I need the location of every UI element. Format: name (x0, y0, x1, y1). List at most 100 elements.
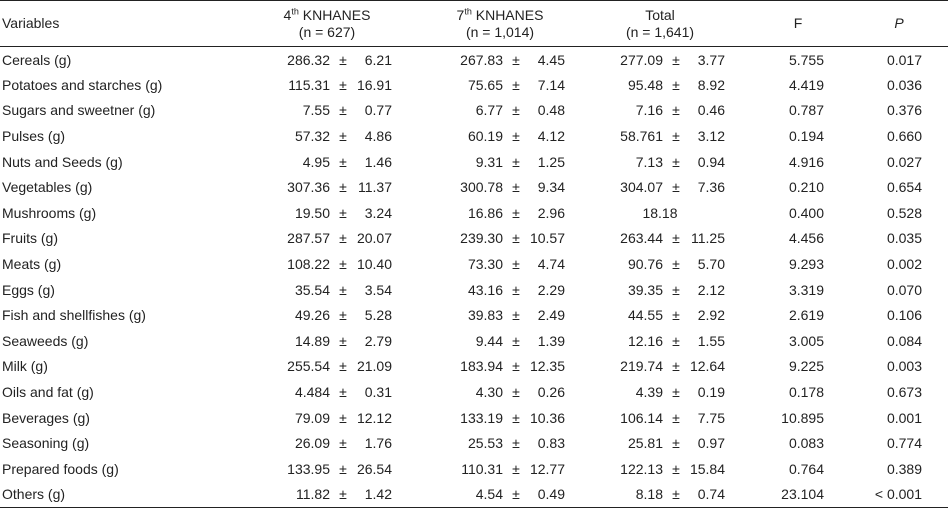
total-mean: 90.76 (627, 256, 663, 273)
variable-name: Pulses (g) (2, 128, 66, 145)
p-value: 0.376 (886, 102, 922, 119)
cell-4th-mean-sd: 7.55 ±0.77 (228, 98, 426, 124)
p-value: < 0.001 (874, 486, 922, 503)
cell-4th-mean-sd: 49.26 ±5.28 (228, 302, 426, 328)
7th-mean: 6.77 (475, 102, 503, 119)
4th-se: 1.46 (364, 153, 392, 170)
plus-minus-sign: ± (339, 332, 347, 349)
plus-minus-sign: ± (339, 384, 347, 401)
plus-minus-sign: ± (512, 179, 520, 196)
total-se: 0.94 (697, 153, 725, 170)
plus-minus-sign: ± (512, 307, 520, 324)
cell-total-mean-sd: 95.48 ±8.92 (574, 72, 746, 98)
cell-7th-mean-sd: 4.54 ±0.49 (426, 482, 574, 508)
table-row: Potatoes and starches (g) 115.31 ±16.91 75.… (0, 72, 948, 98)
4th-mean: 26.09 (294, 435, 330, 452)
cell-4th-mean-sd: 4.484 ±0.31 (228, 379, 426, 405)
cell-7th-mean-sd: 75.65 ±7.14 (426, 72, 574, 98)
p-value: 0.389 (886, 460, 922, 477)
7th-mean: 73.30 (467, 256, 503, 273)
plus-minus-sign: ± (512, 358, 520, 375)
plus-minus-sign: ± (512, 230, 520, 247)
4th-mean: 11.82 (296, 486, 330, 503)
header-p: P (894, 15, 904, 31)
cell-4th-mean-sd: 35.54 ±3.54 (228, 277, 426, 303)
total-mean: 304.07 (620, 179, 663, 196)
plus-minus-sign: ± (672, 384, 680, 401)
7th-se: 2.96 (537, 204, 565, 221)
cell-4th-mean-sd: 79.09 ±12.12 (228, 405, 426, 431)
plus-minus-sign: ± (512, 51, 520, 68)
table-body: Cereals (g) 286.32 ±6.21 267.83 ±4.45 277.09 ±… (0, 47, 948, 508)
plus-minus-sign: ± (512, 409, 520, 426)
cell-7th-mean-sd: 133.19 ±10.36 (426, 405, 574, 431)
f-value: 4.916 (788, 153, 824, 170)
plus-minus-sign: ± (512, 435, 520, 452)
4th-se: 3.24 (364, 204, 392, 221)
plus-minus-sign: ± (512, 102, 520, 119)
f-value: 3.005 (788, 332, 824, 349)
p-value: 0.002 (886, 256, 922, 273)
total-se: 3.77 (697, 51, 725, 68)
cell-total-mean-sd: 8.18 ±0.74 (574, 482, 746, 508)
cell-7th-mean-sd: 73.30 ±4.74 (426, 251, 574, 277)
7th-mean: 183.94 (460, 358, 503, 375)
4th-se: 20.07 (356, 230, 392, 247)
4th-se: 12.12 (356, 409, 392, 426)
table-header: Variables 4th KNHANES (n = 627) 7th KNHA… (0, 0, 948, 47)
total-se: 1.55 (697, 332, 725, 349)
total-mean: 39.35 (627, 281, 663, 298)
7th-se: 2.29 (537, 281, 565, 298)
p-value: 0.070 (886, 281, 922, 298)
4th-mean: 79.09 (294, 409, 330, 426)
7th-mean: 4.30 (475, 384, 503, 401)
plus-minus-sign: ± (672, 76, 680, 93)
variable-name: Fruits (g) (2, 230, 58, 247)
7th-se: 2.49 (537, 307, 565, 324)
cell-4th-mean-sd: 4.95 ±1.46 (228, 149, 426, 175)
cell-4th-mean-sd: 26.09 ±1.76 (228, 430, 426, 456)
7th-se: 0.48 (537, 102, 565, 119)
7th-mean: 9.44 (475, 332, 503, 349)
header-total-n: (n = 1,641) (625, 23, 695, 40)
4th-mean: 133.95 (287, 460, 330, 477)
total-se: 7.75 (697, 409, 725, 426)
total-mean: 7.13 (635, 153, 663, 170)
total-mean: 7.16 (635, 102, 663, 119)
f-value: 0.764 (788, 460, 824, 477)
plus-minus-sign: ± (339, 128, 347, 145)
p-value: 0.774 (886, 435, 922, 452)
header-7th-knhanes: 7th KNHANES (n = 1,014) (426, 1, 574, 47)
table-row: Oils and fat (g) 4.484 ±0.31 4.30 ±0.26 4.39 ±… (0, 379, 948, 405)
7th-mean: 110.31 (461, 460, 503, 477)
4th-mean: 286.32 (287, 51, 330, 68)
header-7th-sup: th (464, 5, 472, 16)
total-se: 0.74 (697, 486, 725, 503)
variable-name: Seasoning (g) (2, 435, 90, 452)
total-se: 0.19 (697, 384, 725, 401)
cell-7th-mean-sd: 9.31 ±1.25 (426, 149, 574, 175)
4th-mean: 108.22 (287, 256, 330, 273)
f-value: 0.083 (788, 435, 824, 452)
plus-minus-sign: ± (672, 460, 680, 477)
7th-mean: 239.30 (460, 230, 503, 247)
7th-mean: 133.19 (460, 409, 503, 426)
4th-se: 2.79 (364, 332, 392, 349)
cell-4th-mean-sd: 19.50 ±3.24 (228, 200, 426, 226)
cell-total-mean-sd: 4.39 ±0.19 (574, 379, 746, 405)
cell-4th-mean-sd: 287.57 ±20.07 (228, 226, 426, 252)
header-4th-prefix: 4 (283, 6, 292, 23)
total-se: 15.84 (689, 460, 725, 477)
plus-minus-sign: ± (339, 358, 347, 375)
total-mean: 25.81 (627, 435, 663, 452)
4th-se: 3.54 (364, 281, 392, 298)
variable-name: Seaweeds (g) (2, 332, 89, 349)
p-value: 0.528 (886, 204, 922, 221)
plus-minus-sign: ± (339, 51, 347, 68)
total-mean: 106.14 (620, 409, 663, 426)
header-4th-name: KNHANES (298, 6, 371, 23)
header-7th-prefix: 7 (456, 6, 465, 23)
plus-minus-sign: ± (672, 435, 680, 452)
p-value: 0.084 (886, 332, 922, 349)
plus-minus-sign: ± (339, 486, 347, 503)
